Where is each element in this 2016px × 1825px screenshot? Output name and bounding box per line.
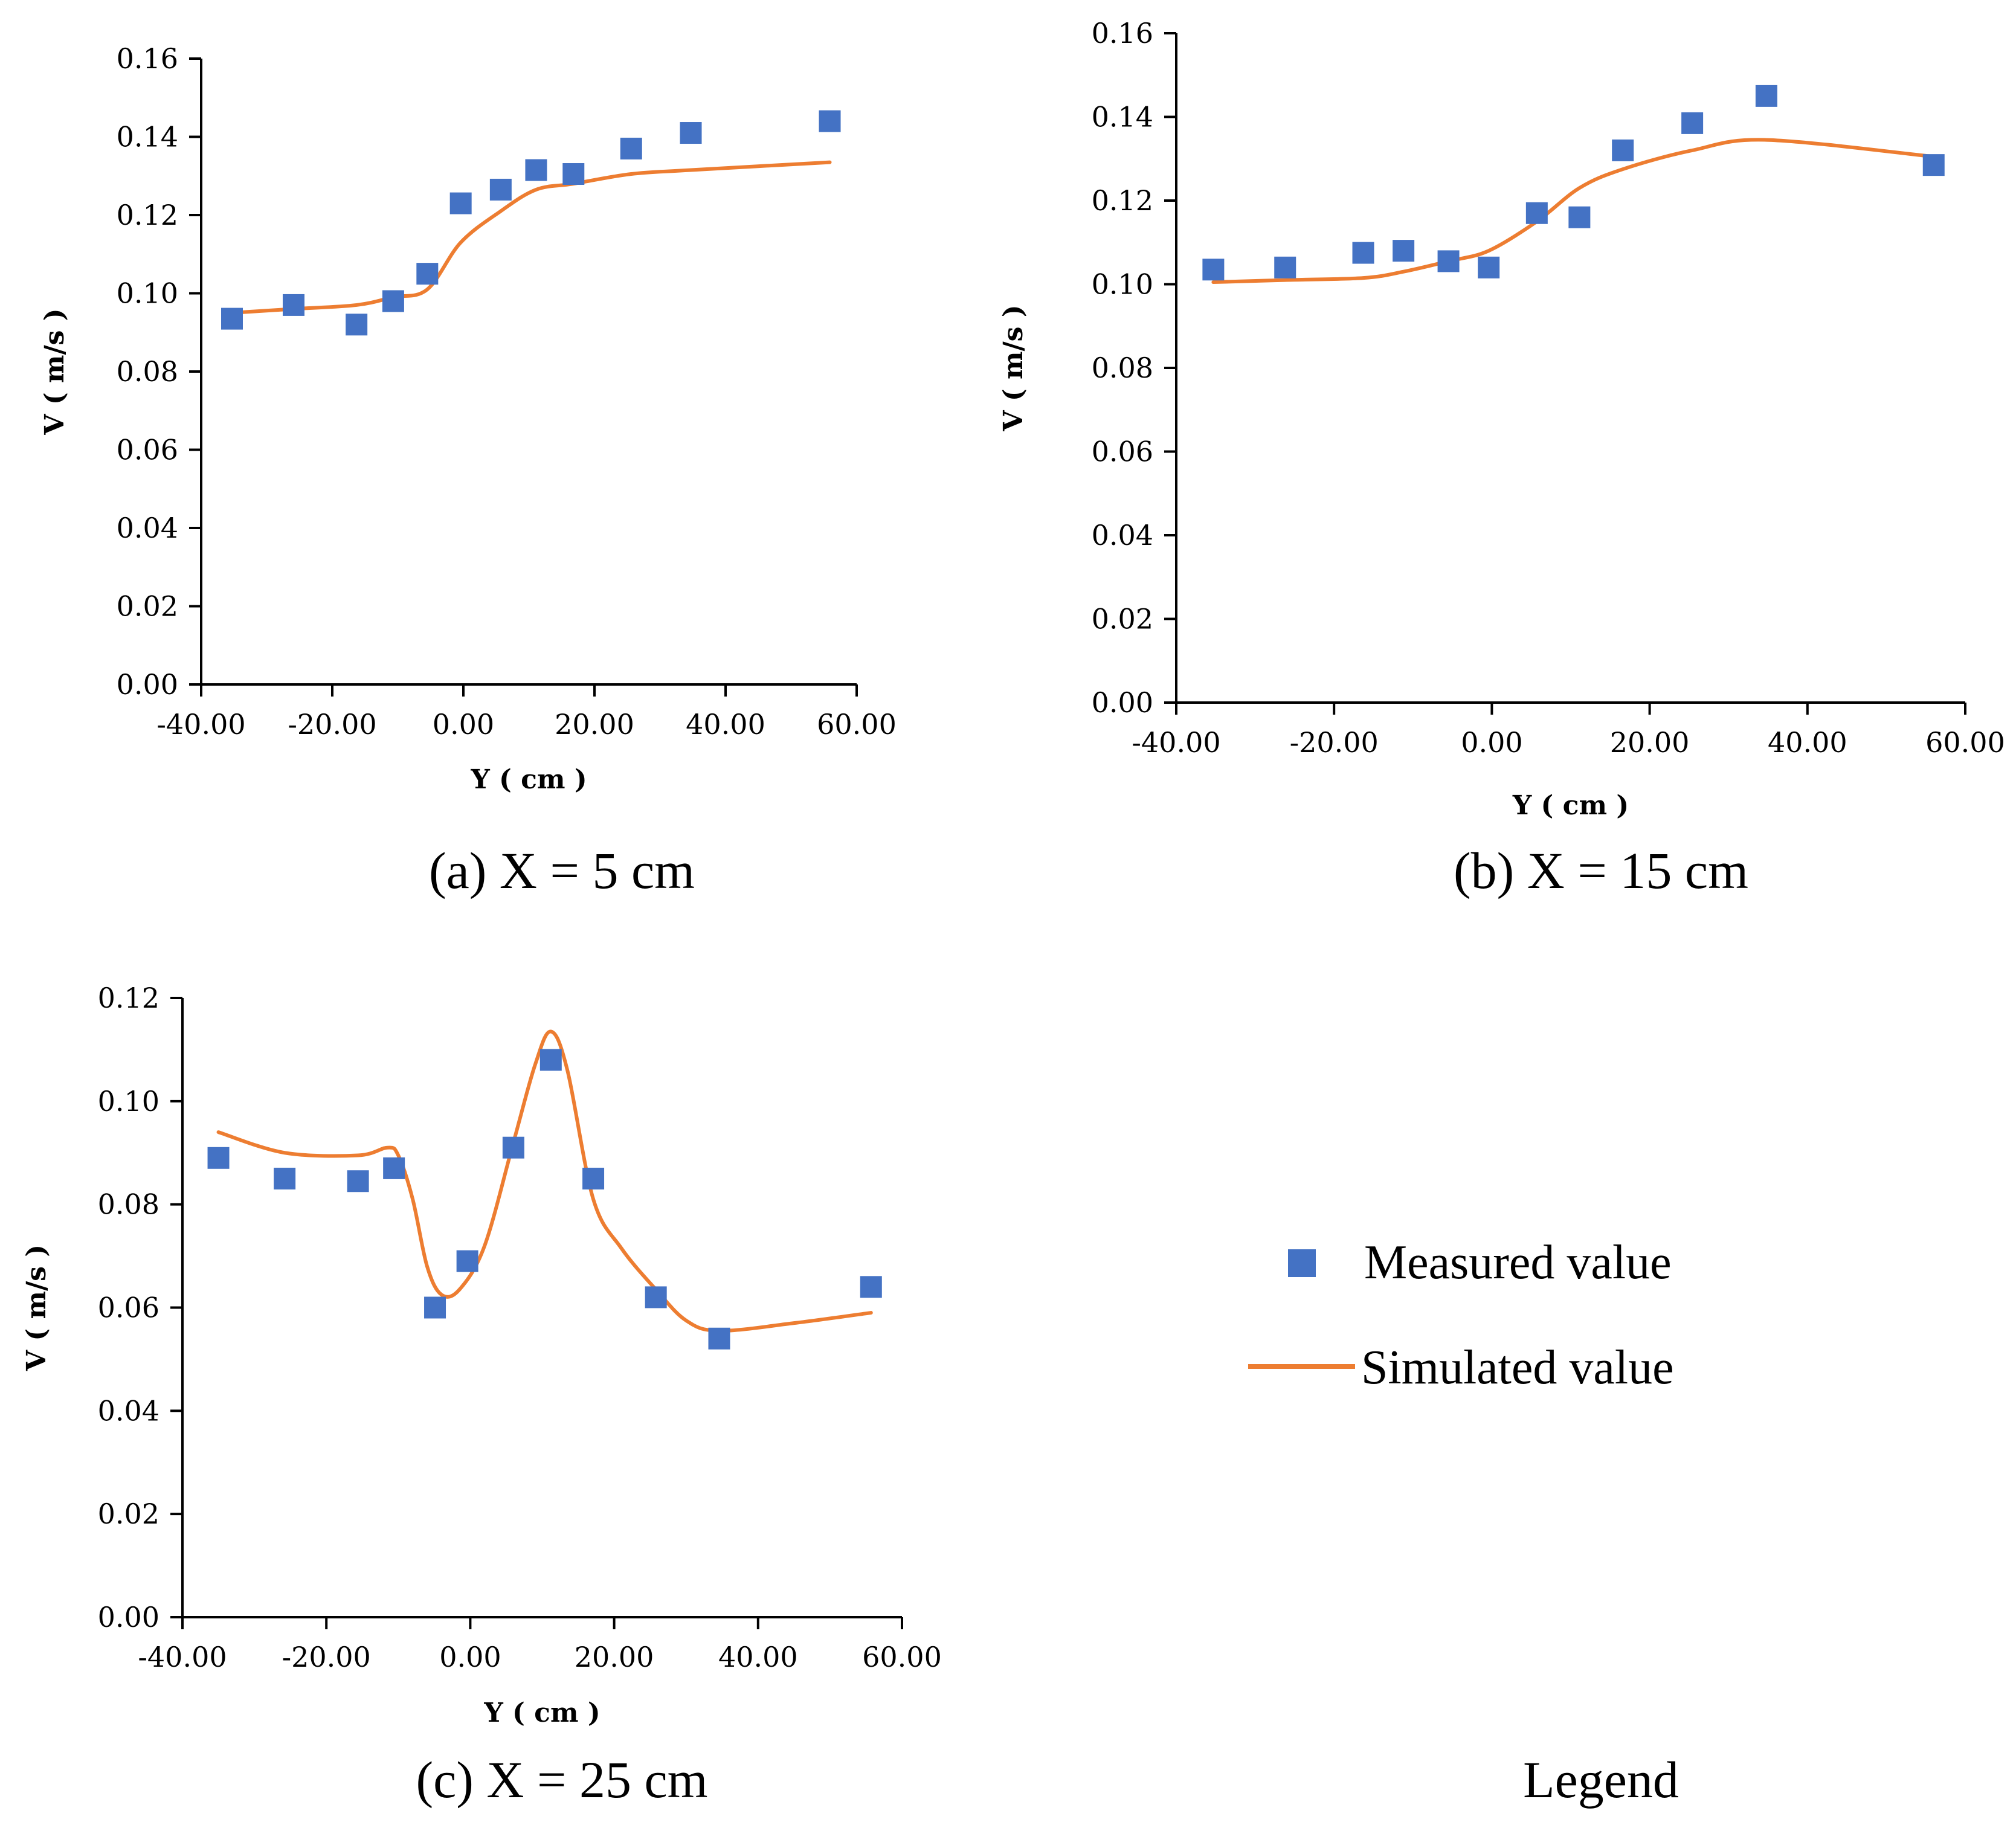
y-tick-label: 0.06 (1092, 436, 1153, 468)
x-tick-label: 0.00 (433, 708, 494, 741)
measured-value-point (1755, 85, 1777, 107)
measured-value-point (207, 1147, 230, 1169)
y-tick-label: 0.06 (98, 1292, 159, 1324)
measured-value-point (582, 1167, 605, 1189)
legend-simulated-label: Simulated value (1361, 1341, 1674, 1394)
x-tick-label: 40.00 (1768, 726, 1847, 759)
y-tick-label: 0.10 (117, 277, 178, 310)
x-axis-title: Y ( cm ) (470, 764, 587, 795)
x-tick-label: -40.00 (1132, 726, 1220, 759)
x-tick-label: 0.00 (1461, 726, 1522, 759)
y-tick-label: 0.02 (98, 1498, 159, 1530)
measured-value-point (620, 137, 642, 159)
measured-value-point (680, 122, 702, 144)
legend: Measured value Simulated value Legend (1248, 1236, 1679, 1809)
legend-title: Legend (1523, 1751, 1679, 1809)
y-tick-label: 0.08 (117, 355, 178, 388)
y-tick-label: 0.14 (117, 121, 178, 153)
x-axis-title: Y ( cm ) (483, 1698, 600, 1728)
y-axis-title: V ( m/s ) (21, 1244, 52, 1371)
y-tick-label: 0.08 (1092, 352, 1153, 384)
measured-value-point (819, 110, 841, 132)
y-tick-label: 0.16 (1092, 17, 1153, 50)
measured-value-point (416, 263, 439, 285)
measured-value-point (424, 1296, 446, 1319)
x-tick-label: 0.00 (439, 1641, 501, 1673)
x-tick-label: -20.00 (282, 1641, 371, 1673)
x-tick-label: 40.00 (718, 1641, 798, 1673)
measured-value-point (1525, 202, 1548, 224)
x-tick-label: 60.00 (817, 708, 897, 741)
measured-value-point (1274, 256, 1296, 278)
y-tick-label: 0.00 (1092, 686, 1153, 719)
measured-value-point (449, 192, 472, 214)
measured-value-point (1437, 250, 1460, 272)
measured-value-point (1352, 242, 1374, 264)
measured-value-point (860, 1276, 882, 1298)
panel-c: 0.00 0.02 0.04 0.06 0.08 0.10 0.12 -40.00 -20.00… (21, 982, 942, 1809)
measured-value-point (1681, 112, 1704, 134)
x-tick-label: 40.00 (686, 708, 765, 741)
y-tick-label: 0.12 (98, 982, 159, 1014)
x-tick-label: 60.00 (862, 1641, 942, 1673)
y-tick-label: 0.10 (98, 1085, 159, 1118)
x-tick-label: 20.00 (1610, 726, 1690, 759)
y-tick-label: 0.04 (1092, 519, 1153, 552)
panel-caption: (a) X = 5 cm (429, 842, 695, 900)
measured-value-point (1568, 206, 1591, 228)
measured-value-point (525, 159, 547, 181)
y-tick-label: 0.10 (1092, 268, 1153, 301)
measured-value-point (1202, 259, 1225, 281)
measured-value-point (346, 314, 368, 336)
x-tick-label: -40.00 (138, 1641, 227, 1673)
x-tick-label: 20.00 (575, 1641, 654, 1673)
panel-caption: (b) X = 15 cm (1454, 842, 1748, 900)
measured-value-point (708, 1327, 730, 1350)
panel-caption: (c) X = 25 cm (416, 1751, 707, 1809)
measured-value-point (562, 163, 585, 185)
legend-measured-label: Measured value (1364, 1236, 1672, 1289)
y-tick-label: 0.02 (117, 590, 178, 623)
x-tick-label: -20.00 (288, 708, 376, 741)
measured-value-point (383, 1157, 405, 1179)
y-tick-label: 0.08 (98, 1188, 159, 1221)
x-tick-label: -20.00 (1290, 726, 1379, 759)
panel-a: 0.00 0.02 0.04 0.06 0.08 0.10 0.12 0.14 0.16 -40.… (39, 42, 897, 900)
x-axis-title: Y ( cm ) (1512, 790, 1629, 821)
measured-value-point (456, 1250, 478, 1272)
measured-value-point (221, 307, 243, 330)
measured-value-point (539, 1049, 562, 1071)
y-tick-label: 0.04 (117, 512, 178, 544)
y-tick-label: 0.14 (1092, 101, 1153, 134)
measured-value-point (274, 1167, 296, 1189)
measured-value-point (382, 290, 404, 312)
measured-value-point (1478, 256, 1500, 278)
y-tick-label: 0.00 (117, 668, 178, 701)
legend-measured-marker (1288, 1249, 1316, 1277)
x-tick-label: 60.00 (1925, 726, 2005, 759)
measured-value-point (347, 1170, 369, 1193)
x-tick-label: -40.00 (156, 708, 245, 741)
measured-value-point (645, 1286, 667, 1308)
y-axis-title: V ( m/s ) (998, 304, 1029, 431)
simulated-value-line (230, 160, 832, 315)
y-tick-label: 0.06 (117, 434, 178, 466)
measured-value-point (502, 1136, 524, 1159)
y-tick-label: 0.12 (117, 199, 178, 231)
simulated-value-line (216, 1029, 873, 1333)
x-tick-label: 20.00 (555, 708, 634, 741)
y-tick-label: 0.00 (98, 1601, 159, 1633)
panel-b: 0.00 0.02 0.04 0.06 0.08 0.10 0.12 0.14 0.16 -40.… (998, 17, 2005, 900)
y-axis-title: V ( m/s ) (39, 308, 70, 435)
y-tick-label: 0.12 (1092, 184, 1153, 217)
y-tick-label: 0.16 (117, 42, 178, 75)
measured-value-point (489, 178, 512, 201)
y-tick-label: 0.02 (1092, 603, 1153, 636)
y-tick-label: 0.04 (98, 1394, 159, 1427)
measured-value-point (1612, 139, 1634, 161)
measured-value-point (1922, 154, 1945, 176)
measured-value-point (1393, 240, 1415, 262)
measured-value-point (282, 294, 304, 316)
